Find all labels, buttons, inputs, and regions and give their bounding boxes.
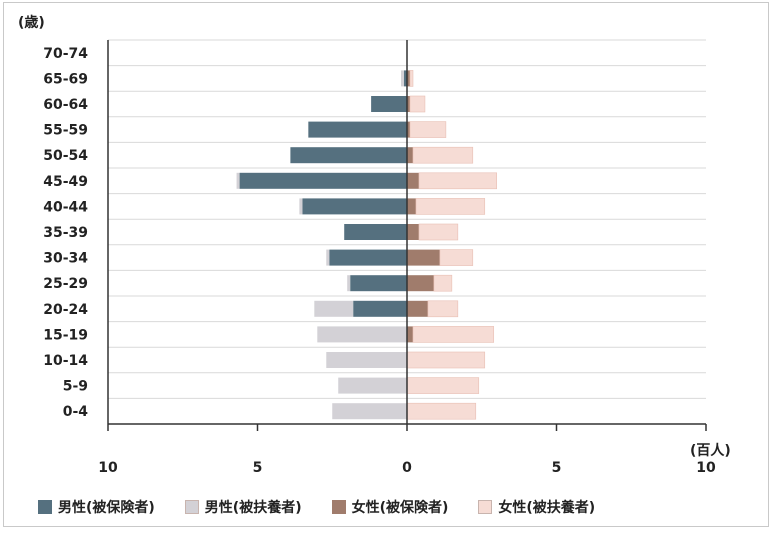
- bar-35-39-女性(被扶養者): [419, 224, 458, 240]
- y-tick-label: 20-24: [43, 302, 88, 318]
- bar-50-54-男性(被保険者): [290, 147, 407, 163]
- bar-25-29-女性(被保険者): [407, 275, 434, 291]
- x-tick-label: 0: [402, 460, 412, 476]
- y-tick-label: 35-39: [43, 225, 88, 241]
- bar-65-69-女性(被扶養者): [410, 70, 413, 86]
- legend-label: 女性(被扶養者): [498, 497, 595, 517]
- y-tick-label: 30-34: [43, 251, 88, 267]
- y-tick-label: 45-49: [43, 174, 88, 190]
- bar-35-39-女性(被保険者): [407, 224, 419, 240]
- bar-25-29-男性(被扶養者): [347, 275, 350, 291]
- y-tick-label: 65-69: [43, 71, 88, 87]
- bar-45-49-女性(被保険者): [407, 173, 419, 189]
- x-tick-label: 5: [253, 460, 263, 476]
- bar-0-4-女性(被扶養者): [407, 403, 476, 419]
- bar-30-34-男性(被扶養者): [326, 250, 329, 266]
- bar-50-54-女性(被保険者): [407, 147, 413, 163]
- bar-35-39-男性(被保険者): [344, 224, 407, 240]
- legend-item: 女性(被保険者): [332, 497, 449, 517]
- legend-swatch: [478, 500, 492, 514]
- legend: 男性(被保険者) 男性(被扶養者) 女性(被保険者) 女性(被扶養者): [38, 494, 758, 520]
- bar-20-24-男性(被保険者): [353, 301, 407, 317]
- bar-30-34-女性(被保険者): [407, 250, 440, 266]
- bar-20-24-女性(被扶養者): [428, 301, 458, 317]
- y-tick-label: 5-9: [63, 379, 88, 395]
- bar-10-14-男性(被扶養者): [326, 352, 407, 368]
- y-tick-labels: 70-74 65-69 60-64 55-59 50-54 45-49 40-44 35-39…: [43, 46, 88, 420]
- legend-swatch: [332, 500, 346, 514]
- legend-label: 男性(被保険者): [58, 497, 155, 517]
- bar-55-59-女性(被扶養者): [410, 122, 446, 138]
- bar-60-64-男性(被保険者): [371, 96, 407, 112]
- bar-65-69-男性(被扶養者): [401, 70, 404, 86]
- bar-40-44-女性(被扶養者): [416, 198, 485, 214]
- x-unit-label: (百人): [690, 442, 731, 459]
- legend-label: 女性(被保険者): [352, 497, 449, 517]
- bar-30-34-女性(被扶養者): [440, 250, 473, 266]
- bar-5-9-男性(被扶養者): [338, 378, 407, 394]
- x-tick-label: 10: [696, 460, 716, 476]
- bar-40-44-女性(被保険者): [407, 198, 416, 214]
- y-tick-label: 15-19: [43, 327, 88, 343]
- bar-10-14-女性(被扶養者): [407, 352, 485, 368]
- bar-25-29-男性(被保険者): [350, 275, 407, 291]
- bar-40-44-男性(被保険者): [302, 198, 407, 214]
- legend-item: 女性(被扶養者): [478, 497, 595, 517]
- legend-swatch: [185, 500, 199, 514]
- bar-5-9-女性(被扶養者): [407, 378, 479, 394]
- y-tick-label: 55-59: [43, 123, 88, 139]
- bar-0-4-男性(被扶養者): [332, 403, 407, 419]
- legend-item: 男性(被保険者): [38, 497, 155, 517]
- bar-20-24-男性(被扶養者): [314, 301, 353, 317]
- y-tick-label: 70-74: [43, 46, 88, 62]
- legend-swatch: [38, 500, 52, 514]
- x-tick-labels: 10 5 0 5 10: [98, 460, 716, 476]
- y-tick-label: 0-4: [63, 404, 89, 420]
- y-tick-label: 60-64: [43, 97, 88, 113]
- y-tick-label: 40-44: [43, 199, 88, 215]
- y-tick-label: 50-54: [43, 148, 88, 164]
- bar-15-19-女性(被保険者): [407, 326, 413, 342]
- y-unit-label: (歳): [18, 14, 45, 31]
- bar-45-49-男性(被保険者): [240, 173, 407, 189]
- legend-label: 男性(被扶養者): [205, 497, 302, 517]
- bar-55-59-男性(被保険者): [308, 122, 407, 138]
- legend-item: 男性(被扶養者): [185, 497, 302, 517]
- y-tick-label: 25-29: [43, 276, 88, 292]
- bar-25-29-女性(被扶養者): [434, 275, 452, 291]
- bar-60-64-女性(被扶養者): [410, 96, 425, 112]
- bar-15-19-男性(被扶養者): [317, 326, 407, 342]
- bar-40-44-男性(被扶養者): [299, 198, 302, 214]
- bar-45-49-男性(被扶養者): [237, 173, 240, 189]
- y-tick-label: 10-14: [43, 353, 88, 369]
- bar-45-49-女性(被扶養者): [419, 173, 497, 189]
- x-tick-label: 5: [552, 460, 562, 476]
- bar-15-19-女性(被扶養者): [413, 326, 494, 342]
- bar-30-34-男性(被保険者): [329, 250, 407, 266]
- bar-20-24-女性(被保険者): [407, 301, 428, 317]
- x-tick-label: 10: [98, 460, 118, 476]
- bar-50-54-女性(被扶養者): [413, 147, 473, 163]
